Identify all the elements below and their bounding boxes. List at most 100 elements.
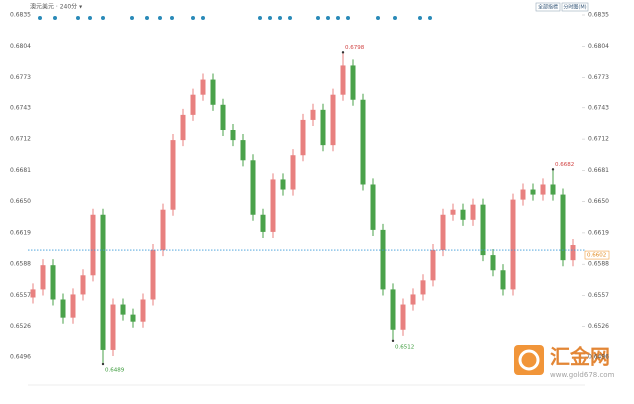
candle-body bbox=[470, 204, 476, 220]
event-dot bbox=[158, 16, 162, 20]
y-tick-label: 0.6526 bbox=[10, 323, 31, 330]
y-tick-label-right: 0.6804 bbox=[588, 43, 609, 50]
candle-body bbox=[150, 250, 156, 300]
candle-body bbox=[130, 314, 136, 322]
button[interactable] bbox=[561, 2, 589, 12]
y-tick-label-right: 0.6650 bbox=[588, 198, 609, 205]
chart-title: 澳元美元 · 240分 ▾ bbox=[30, 3, 82, 11]
logo bbox=[514, 345, 544, 375]
candle-body bbox=[520, 189, 526, 200]
candle-body bbox=[380, 229, 386, 290]
candle-body bbox=[400, 304, 406, 330]
candle-body bbox=[490, 255, 496, 271]
button-label[interactable]: 全部指標 bbox=[538, 4, 558, 11]
extreme-marker bbox=[391, 339, 395, 343]
event-dot bbox=[326, 16, 330, 20]
candle-body bbox=[190, 94, 196, 115]
candle-body bbox=[270, 179, 276, 232]
current-price-box bbox=[584, 250, 610, 260]
candle-body bbox=[390, 289, 396, 330]
extreme-label: 0.6489 bbox=[105, 368, 125, 374]
candle-body bbox=[80, 275, 86, 295]
event-dot bbox=[258, 16, 262, 20]
candle-body bbox=[60, 299, 66, 318]
candle-body bbox=[160, 209, 166, 251]
event-dot bbox=[38, 16, 42, 20]
candle-body bbox=[90, 214, 96, 276]
candle-body bbox=[450, 209, 456, 215]
current-price-label: 0.6602 bbox=[587, 253, 606, 259]
event-dot bbox=[346, 16, 350, 20]
y-tick-label: 0.6588 bbox=[10, 261, 31, 268]
y-tick-label: 0.6743 bbox=[10, 104, 31, 111]
candle-body bbox=[320, 109, 326, 146]
candle-body bbox=[220, 104, 226, 131]
event-dot bbox=[376, 16, 380, 20]
candle-body bbox=[430, 250, 436, 281]
y-tick-label: 0.6650 bbox=[10, 198, 31, 205]
y-tick-label-right: 0.6496 bbox=[588, 354, 609, 361]
candle-body bbox=[330, 94, 336, 146]
candle-body bbox=[30, 289, 36, 298]
candle-body bbox=[480, 204, 486, 256]
candle-body bbox=[280, 179, 286, 190]
y-tick-label-right: 0.6557 bbox=[588, 292, 609, 299]
event-dot bbox=[278, 16, 282, 20]
candle-body bbox=[240, 140, 246, 161]
event-dot bbox=[53, 16, 57, 20]
extreme-marker bbox=[341, 51, 345, 54]
event-dot bbox=[130, 16, 134, 20]
candle-body bbox=[500, 270, 506, 290]
candle-body bbox=[540, 184, 546, 195]
event-dot bbox=[428, 16, 432, 20]
event-dot bbox=[145, 16, 149, 20]
y-tick-label-right: 0.6681 bbox=[588, 167, 609, 174]
event-dot bbox=[170, 16, 174, 20]
candle-body bbox=[230, 130, 236, 141]
y-tick-label: 0.6496 bbox=[10, 354, 31, 361]
candle-body bbox=[140, 299, 146, 322]
y-tick-label-right: 0.6743 bbox=[588, 104, 609, 111]
candle-body bbox=[260, 214, 266, 232]
y-tick-label: 0.6681 bbox=[10, 167, 31, 174]
event-dot bbox=[418, 16, 422, 20]
candle-body bbox=[170, 140, 176, 210]
candle-body bbox=[530, 189, 536, 195]
extreme-marker bbox=[101, 362, 105, 366]
button-label[interactable]: 分时图(M) bbox=[563, 4, 586, 11]
candle-body bbox=[550, 184, 556, 195]
y-tick-label-right: 0.6712 bbox=[588, 136, 609, 143]
candle-body bbox=[420, 280, 426, 295]
event-dot bbox=[393, 16, 397, 20]
y-tick-label-right: 0.6526 bbox=[588, 323, 609, 330]
candle-body bbox=[410, 294, 416, 305]
candle-body bbox=[350, 65, 356, 100]
event-dot bbox=[101, 16, 105, 20]
watermark-name: 汇金网 bbox=[550, 345, 610, 369]
watermark: 汇金网 www.gold678.com bbox=[514, 345, 615, 379]
extreme-marker bbox=[551, 168, 555, 171]
event-dot bbox=[201, 16, 205, 20]
y-tick-label: 0.6712 bbox=[10, 136, 31, 143]
y-tick-label: 0.6804 bbox=[10, 43, 31, 50]
extreme-label: 0.6512 bbox=[395, 344, 414, 350]
candle-body bbox=[560, 194, 566, 261]
candle-body bbox=[250, 160, 256, 215]
candle-body bbox=[110, 304, 116, 350]
candle-body bbox=[440, 214, 446, 251]
candle-body bbox=[50, 265, 56, 300]
logo-icon bbox=[518, 349, 540, 371]
candle-body bbox=[210, 79, 216, 105]
event-dot bbox=[191, 16, 195, 20]
candle-body bbox=[100, 214, 106, 350]
button[interactable] bbox=[535, 2, 561, 12]
y-tick-label: 0.6835 bbox=[10, 12, 31, 19]
event-dot bbox=[76, 16, 80, 20]
candle-body bbox=[40, 265, 46, 290]
y-tick-label: 0.6619 bbox=[10, 229, 31, 236]
candle-body bbox=[310, 109, 316, 120]
candle-body bbox=[300, 119, 306, 156]
candle-body bbox=[180, 114, 186, 141]
